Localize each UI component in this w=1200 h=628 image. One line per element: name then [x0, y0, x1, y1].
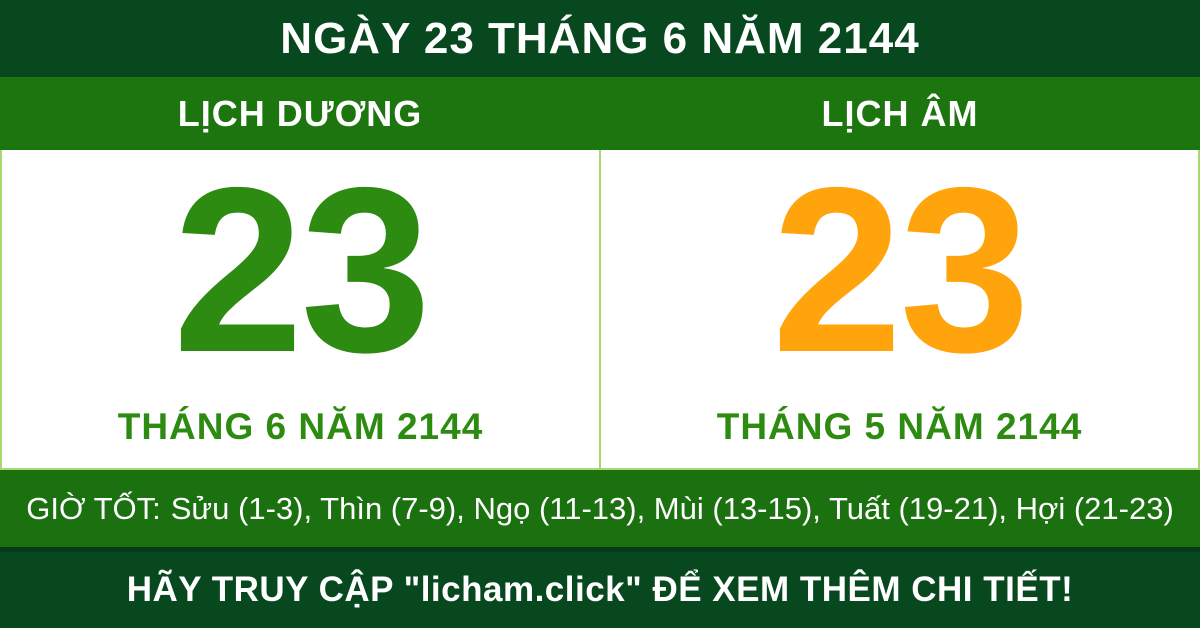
lunar-calendar-label: LỊCH ÂM [821, 92, 979, 134]
lunar-month-year: THÁNG 5 NĂM 2144 [716, 405, 1083, 447]
footer-cta-bar: HÃY TRUY CẬP "licham.click" ĐỂ XEM THÊM … [0, 547, 1200, 628]
day-panels: 23 THÁNG 6 NĂM 2144 23 THÁNG 5 NĂM 2144 [0, 150, 1200, 470]
calendar-type-header: LỊCH DƯƠNG LỊCH ÂM [0, 77, 1200, 150]
solar-month-year: THÁNG 6 NĂM 2144 [117, 405, 484, 447]
lunar-calendar-header: LỊCH ÂM [600, 77, 1200, 150]
lunar-day-panel: 23 THÁNG 5 NĂM 2144 [601, 150, 1198, 468]
solar-calendar-header: LỊCH DƯƠNG [0, 77, 600, 150]
solar-day-panel: 23 THÁNG 6 NĂM 2144 [2, 150, 599, 468]
date-title-bar: NGÀY 23 THÁNG 6 NĂM 2144 [0, 0, 1200, 77]
good-hours-list: Sửu (1-3), Thìn (7-9), Ngọ (11-13), Mùi … [170, 490, 1174, 526]
page-title: NGÀY 23 THÁNG 6 NĂM 2144 [280, 13, 920, 63]
lunar-day-number: 23 [771, 138, 1030, 402]
solar-day-number: 23 [172, 138, 431, 402]
vertical-divider [599, 150, 601, 468]
good-hours-bar: GIỜ TỐT: Sửu (1-3), Thìn (7-9), Ngọ (11-1… [0, 470, 1200, 547]
cta-text: HÃY TRUY CẬP "licham.click" ĐỂ XEM THÊM … [126, 570, 1074, 609]
good-hours-label: GIỜ TỐT: [26, 490, 161, 526]
solar-calendar-label: LỊCH DƯƠNG [177, 92, 423, 134]
